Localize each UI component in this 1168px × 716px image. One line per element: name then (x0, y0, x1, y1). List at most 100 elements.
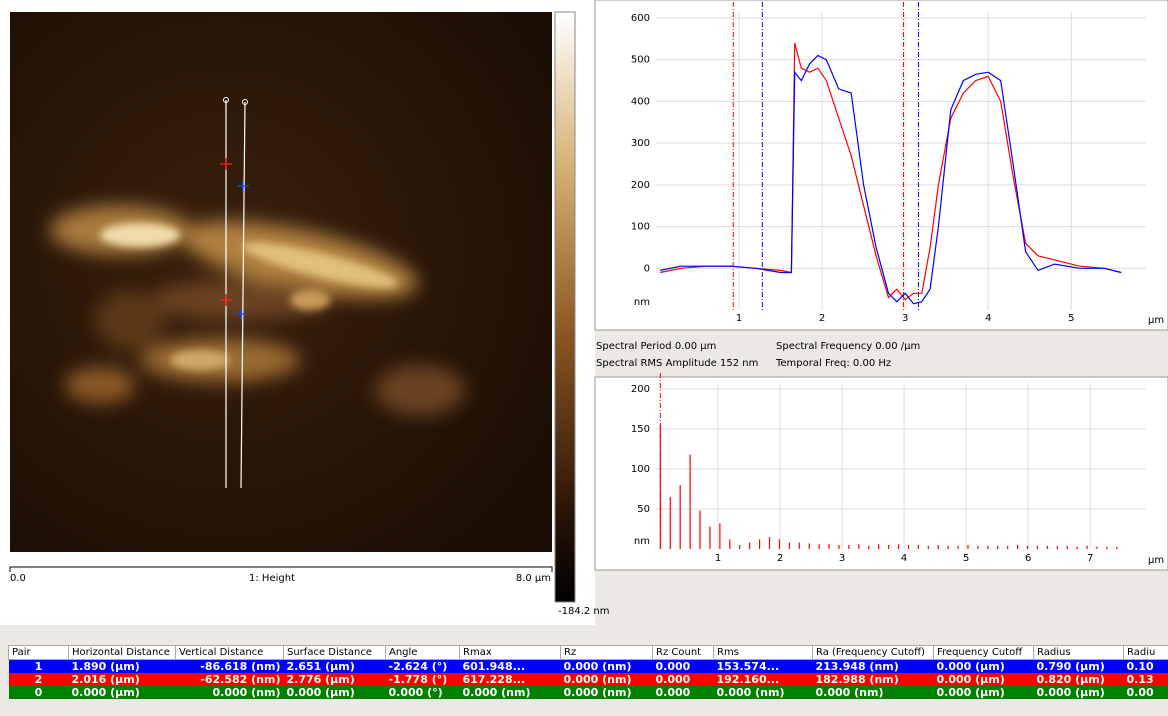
x-tick-label: 3 (902, 313, 908, 324)
header-cell: Radius (1034, 646, 1124, 660)
table-cell: 0.13 (1124, 673, 1168, 686)
header-cell: Rmax (460, 646, 561, 660)
profile-panel (595, 0, 1168, 330)
header-cell: Angle (386, 646, 460, 660)
header-cell: Rms (714, 646, 813, 660)
page-body: 0.0 1: Height 8.0 µm -184.2 nm Spectral … (0, 0, 1168, 716)
info-text: Temporal Freq: 0.00 Hz (775, 358, 891, 369)
y-tick-label: 500 (631, 55, 650, 66)
table-cell: 0.000 (nm) (813, 686, 934, 699)
color-scale (555, 12, 575, 602)
table-cell: 0.790 (µm) (1034, 660, 1124, 674)
image-axis-end: 8.0 µm (516, 573, 551, 584)
x-unit: µm (1148, 315, 1164, 326)
spectrum-panel (595, 377, 1168, 570)
header-cell: Horizontal Distance (69, 646, 176, 660)
table-cell: 153.574... (714, 660, 813, 674)
info-text: Spectral Period 0.00 µm (596, 341, 716, 352)
table-cell: 0.000 (653, 660, 714, 674)
y-tick-label: 100 (631, 222, 650, 233)
y-tick-label: 0 (644, 263, 650, 274)
table-cell: 0.000 (nm) (176, 686, 284, 699)
table-cell: 0.000 (653, 673, 714, 686)
table-cell: 0.000 (653, 686, 714, 699)
header-cell: Pair (9, 646, 69, 660)
table-cell: 2.651 (µm) (284, 660, 386, 674)
x-tick-label: 2 (819, 313, 825, 324)
y-unit: nm (634, 536, 650, 547)
table-cell: 0.000 (nm) (561, 686, 653, 699)
x-tick-label: 4 (985, 313, 991, 324)
y-unit: nm (634, 297, 650, 308)
table-cell: 0.000 (µm) (69, 686, 176, 699)
x-unit: µm (1148, 555, 1164, 566)
table-cell: 0.000 (µm) (934, 686, 1034, 699)
header-cell: Rz (561, 646, 653, 660)
y-tick-label: 400 (631, 96, 650, 107)
table-cell: 617.228... (460, 673, 561, 686)
header-cell: Rz Count (653, 646, 714, 660)
x-tick-label: 3 (839, 553, 845, 564)
info-text: Spectral Frequency 0.00 /µm (776, 341, 920, 352)
table-cell: 0.00 (1124, 686, 1168, 699)
table-cell: 0.000 (µm) (934, 660, 1034, 674)
x-tick-label: 5 (963, 553, 969, 564)
table-cell: 0 (9, 686, 69, 699)
table-cell: 0.000 (°) (386, 686, 460, 699)
x-tick-label: 1 (715, 553, 721, 564)
y-tick-label: 50 (637, 504, 650, 515)
y-tick-label: 200 (631, 180, 650, 191)
table-cell: -86.618 (nm) (176, 660, 284, 674)
table-cell: 0.000 (nm) (714, 686, 813, 699)
y-tick-label: 600 (631, 13, 650, 24)
table-cell: -2.624 (°) (386, 660, 460, 674)
x-tick-label: 5 (1068, 313, 1074, 324)
table-cell: 1.890 (µm) (69, 660, 176, 674)
image-channel: 1: Height (249, 573, 295, 584)
info-text: Spectral RMS Amplitude 152 nm (596, 358, 758, 369)
table-cell: 213.948 (nm) (813, 660, 934, 674)
table-cell: 2.776 (µm) (284, 673, 386, 686)
table-cell: 0.000 (nm) (561, 673, 653, 686)
table-cell: 182.988 (nm) (813, 673, 934, 686)
table-cell: 0.820 (µm) (1034, 673, 1124, 686)
table-cell: 192.160... (714, 673, 813, 686)
color-scale-min: -184.2 nm (558, 606, 610, 617)
header-cell: Ra (Frequency Cutoff) (813, 646, 934, 660)
header-cell: Surface Distance (284, 646, 386, 660)
y-tick-label: 150 (631, 424, 650, 435)
table-cell: 0.000 (µm) (934, 673, 1034, 686)
table-cell: 0.000 (µm) (284, 686, 386, 699)
table-cell: 0.000 (nm) (460, 686, 561, 699)
y-tick-label: 200 (631, 384, 650, 395)
table-cell: 0.000 (nm) (561, 660, 653, 674)
x-tick-label: 2 (777, 553, 783, 564)
table-cell: 601.948... (460, 660, 561, 674)
table-cell: 2.016 (µm) (69, 673, 176, 686)
x-tick-label: 7 (1087, 553, 1093, 564)
x-tick-label: 1 (736, 313, 742, 324)
afm-image (10, 12, 552, 552)
page: {"image":{"axis_start":"0.0","channel":"… (0, 0, 1168, 716)
screen: 0.0 1: Height 8.0 µm -184.2 nm Spectral … (0, 0, 1168, 716)
table-cell: 0.000 (µm) (1034, 686, 1124, 699)
header-cell: Radiu (1124, 646, 1168, 660)
table-cell: 0.10 (1124, 660, 1168, 674)
table-cell: 1 (9, 660, 69, 674)
table-cell: -62.582 (nm) (176, 673, 284, 686)
header-cell: Vertical Distance (176, 646, 284, 660)
x-tick-label: 6 (1025, 553, 1031, 564)
x-tick-label: 4 (901, 553, 907, 564)
y-tick-label: 100 (631, 464, 650, 475)
header-cell: Frequency Cutoff (934, 646, 1034, 660)
table-cell: -1.778 (°) (386, 673, 460, 686)
y-tick-label: 300 (631, 138, 650, 149)
image-axis-start: 0.0 (10, 573, 26, 584)
table-cell: 2 (9, 673, 69, 686)
